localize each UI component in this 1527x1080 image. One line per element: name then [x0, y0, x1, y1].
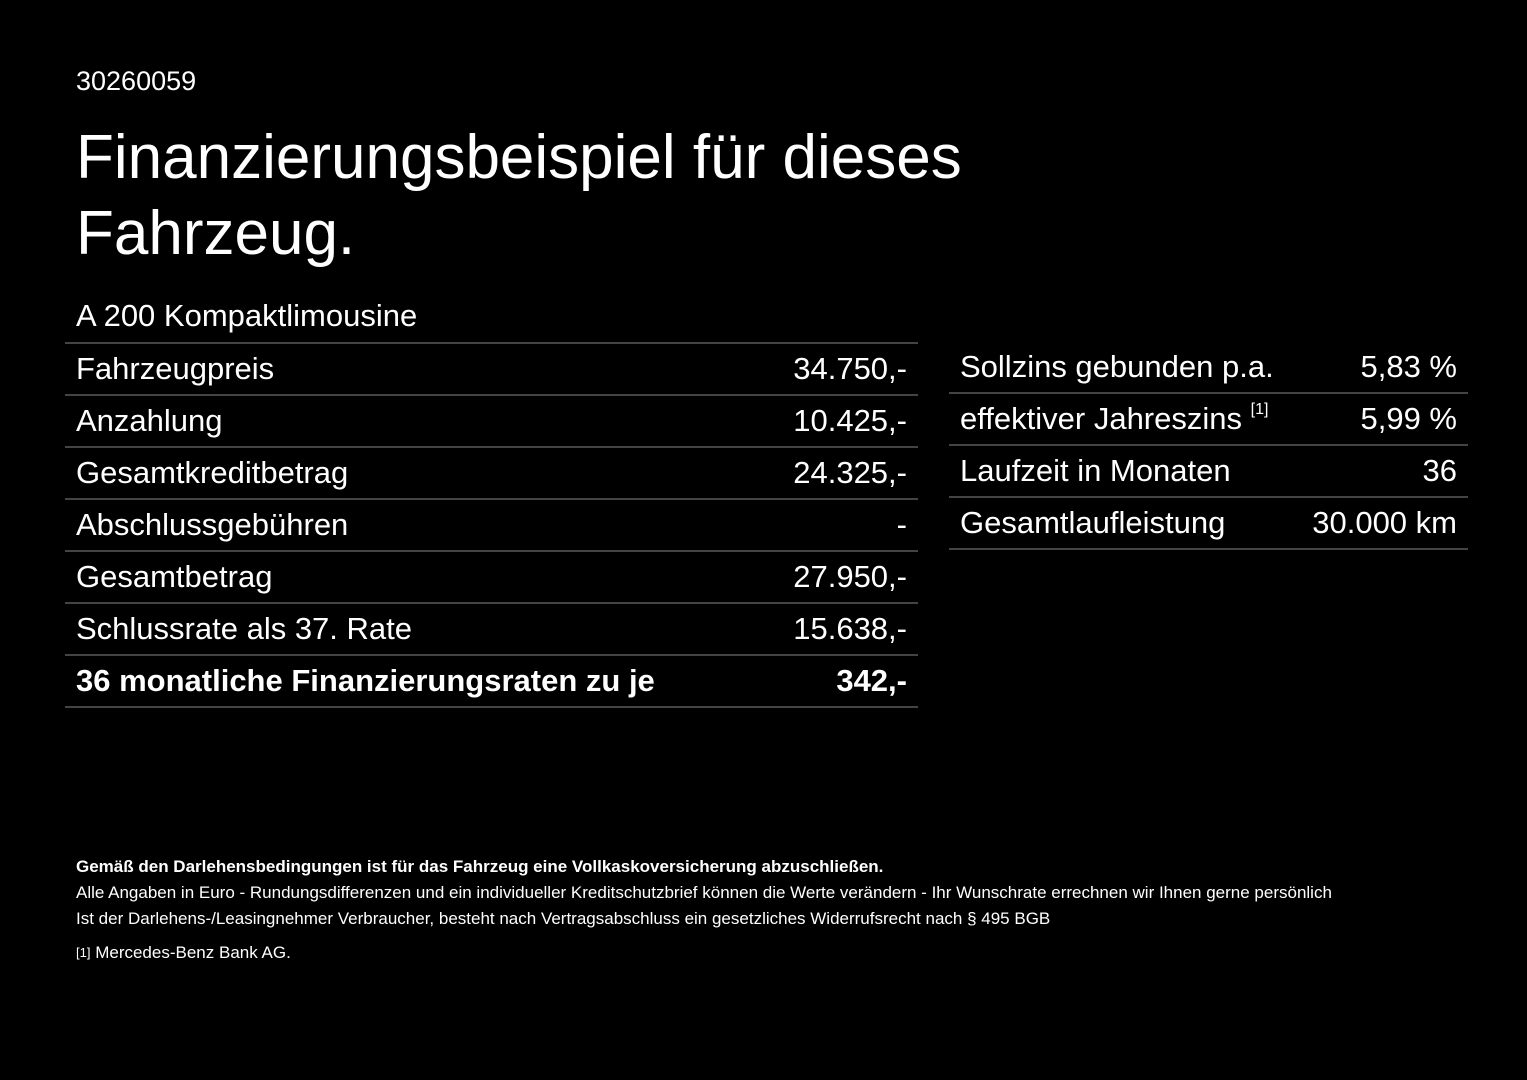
row: Schlussrate als 37. Rate 15.638,-: [65, 603, 918, 656]
label: 36 monatliche Finanzierungsraten zu je: [65, 655, 761, 708]
row: 36 monatliche Finanzierungsraten zu je 34…: [65, 655, 918, 708]
label: Gesamtbetrag: [65, 551, 761, 604]
label-text: Sollzins gebunden p.a.: [960, 349, 1274, 384]
row: Anzahlung 10.425,-: [65, 395, 918, 448]
row: Abschlussgebühren -: [65, 499, 918, 552]
footer-line: Ist der Darlehens-/Leasingnehmer Verbrau…: [76, 909, 1051, 928]
label: Laufzeit in Monaten: [949, 445, 1296, 498]
label-text: Gesamtlaufleistung: [960, 505, 1226, 540]
footnote-text: Mercedes-Benz Bank AG.: [95, 943, 291, 962]
label: effektiver Jahreszins [1]: [949, 393, 1296, 446]
label-text: Laufzeit in Monaten: [960, 453, 1231, 488]
right-table: Sollzins gebunden p.a. 5,83 % effektiver J…: [949, 342, 1468, 550]
row: Laufzeit in Monaten 36: [949, 445, 1468, 498]
label-text: Gesamtbetrag: [76, 559, 273, 594]
value: 10.425,-: [760, 395, 918, 448]
value: -: [760, 499, 918, 552]
label-text: effektiver Jahreszins: [960, 401, 1242, 436]
value: 24.325,-: [760, 447, 918, 500]
label: Fahrzeugpreis: [65, 343, 761, 396]
row: Fahrzeugpreis 34.750,-: [65, 343, 918, 396]
footnote-ref: [1]: [1250, 401, 1269, 418]
label-text: Abschlussgebühren: [76, 507, 349, 542]
label-text: Schlussrate als 37. Rate: [76, 611, 413, 646]
value: 36: [1295, 445, 1468, 498]
row: Gesamtbetrag 27.950,-: [65, 551, 918, 604]
value: 5,99 %: [1295, 393, 1468, 446]
footer-bold: Gemäß den Darlehensbedingungen ist für d…: [76, 857, 884, 876]
label-text: Fahrzeugpreis: [76, 351, 275, 386]
label-text: Anzahlung: [76, 403, 223, 438]
value: 342,-: [760, 655, 918, 708]
label: Gesamtlaufleistung: [949, 497, 1296, 550]
value: 5,83 %: [1295, 342, 1468, 394]
row: effektiver Jahreszins [1] 5,99 %: [949, 393, 1468, 446]
footnote-mark: [1]: [76, 945, 91, 960]
label: Gesamtkreditbetrag: [65, 447, 761, 500]
row: Gesamtkreditbetrag 24.325,-: [65, 447, 918, 500]
id: 30260059: [76, 66, 197, 96]
label-text: 36 monatliche Finanzierungsraten zu je: [76, 663, 655, 698]
title: Finanzierungsbeispiel für dieses Fahrzeu…: [76, 123, 962, 268]
label: Sollzins gebunden p.a.: [949, 342, 1296, 394]
value: 15.638,-: [760, 603, 918, 656]
footer: Gemäß den Darlehensbedingungen ist für d…: [76, 854, 1332, 966]
model: A 200 Kompaktlimousine: [76, 298, 418, 333]
left-table: Fahrzeugpreis 34.750,- Anzahlung 10.425,- Ge…: [65, 342, 918, 708]
value: 30.000 km: [1295, 497, 1468, 550]
label-text: Gesamtkreditbetrag: [76, 455, 349, 490]
label: Schlussrate als 37. Rate: [65, 603, 761, 656]
label: Anzahlung: [65, 395, 761, 448]
value: 27.950,-: [760, 551, 918, 604]
label: Abschlussgebühren: [65, 499, 761, 552]
row: Gesamtlaufleistung 30.000 km: [949, 497, 1468, 550]
footer-line: Alle Angaben in Euro - Rundungsdifferenz…: [76, 883, 1332, 902]
row: Sollzins gebunden p.a. 5,83 %: [949, 342, 1468, 394]
value: 34.750,-: [760, 343, 918, 396]
